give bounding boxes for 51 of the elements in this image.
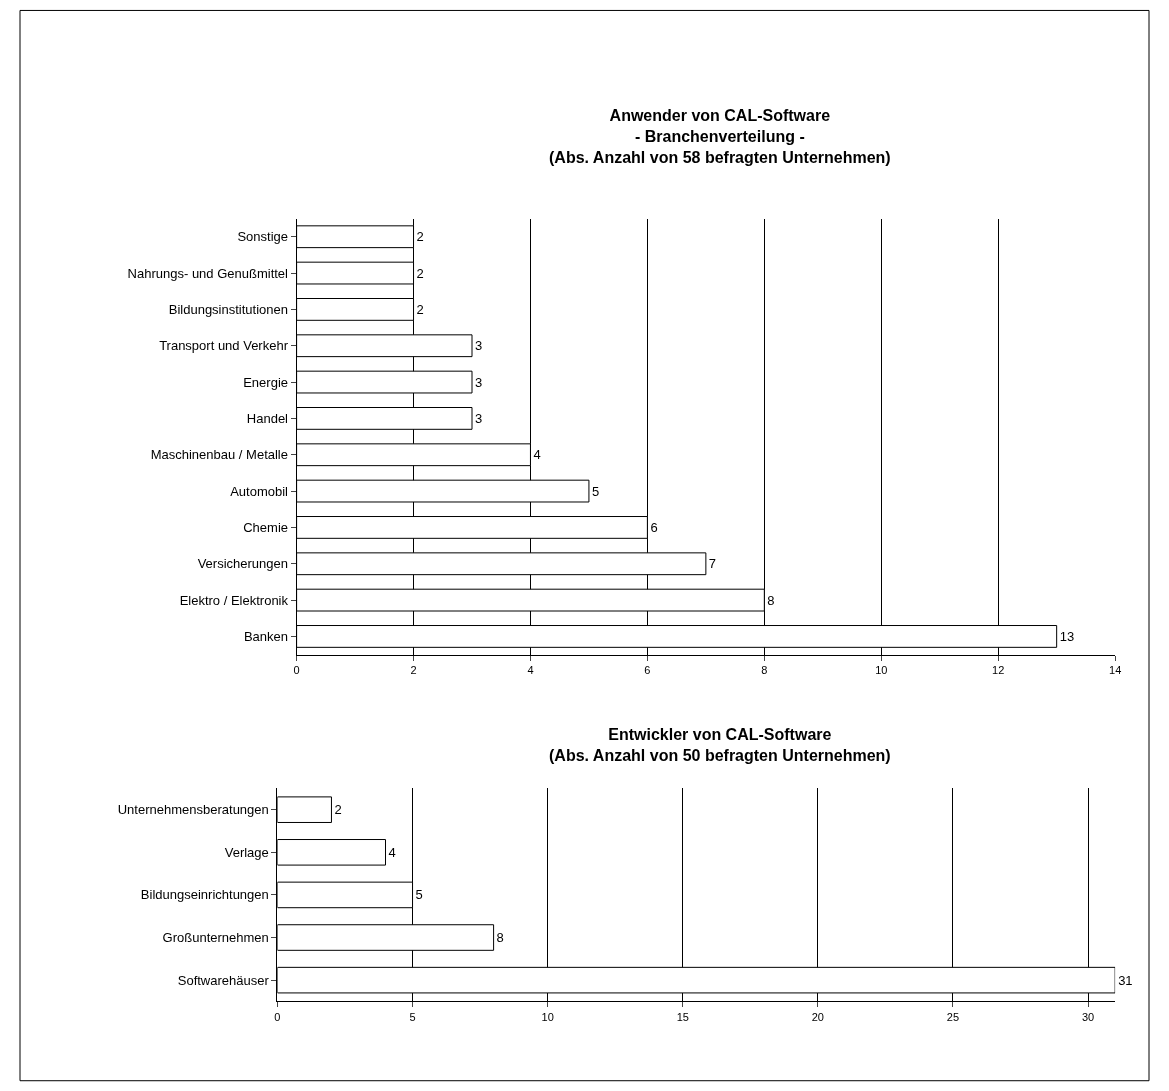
x-tick-label: 12 — [992, 663, 1005, 676]
chart-title: Anwender von CAL-Software - Branchenverteilung - (Abs. Anzahl von 58 befragten Unternehmen) — [549, 107, 891, 166]
y-tick-label: Chemie — [243, 519, 289, 535]
data-label: 7 — [708, 556, 717, 572]
y-tick-label: Verlage — [224, 844, 269, 860]
y-tick-label: Versicherungen — [197, 556, 289, 572]
data-label: 2 — [416, 229, 424, 245]
y-tick-label: Maschinenbau / Metalle — [150, 447, 289, 463]
y-tick-label: Nahrungs- und Genußmittel — [127, 265, 289, 281]
y-tick-label: Energie — [243, 374, 289, 390]
x-tick-label: 0 — [293, 663, 300, 676]
data-label: 6 — [650, 519, 658, 535]
y-tick-label: Banken — [243, 628, 289, 644]
x-tick-label: 5 — [409, 1010, 416, 1023]
x-tick-label: 4 — [527, 663, 534, 676]
data-label: 3 — [475, 410, 483, 426]
data-label: 2 — [416, 301, 424, 317]
y-tick-label: Softwarehäuser — [177, 972, 270, 988]
x-tick-label: 2 — [410, 663, 417, 676]
y-tick-label: Bildungseinrichtungen — [140, 887, 269, 903]
x-tick-label: 25 — [946, 1010, 960, 1023]
y-tick-label: Elektro / Elektronik — [179, 592, 289, 608]
y-tick-label: Sonstige — [237, 229, 289, 245]
data-label: 3 — [475, 374, 483, 390]
data-label: 4 — [533, 447, 541, 463]
y-tick-label: Transport und Verkehr — [159, 338, 289, 354]
chart-title: Entwickler von CAL-Software (Abs. Anzahl von 50 befragten Unternehmen) — [549, 726, 891, 764]
x-tick-label: 10 — [875, 663, 888, 676]
data-label: 2 — [334, 802, 342, 818]
data-label: 3 — [475, 338, 483, 354]
x-tick-label: 0 — [274, 1010, 281, 1023]
x-tick-label: 20 — [811, 1010, 824, 1023]
x-tick-label: 8 — [761, 663, 768, 676]
data-label: 4 — [388, 844, 396, 860]
y-tick-label: Automobil — [230, 483, 289, 499]
data-label: 13 — [1059, 628, 1075, 644]
data-label: 5 — [415, 887, 423, 903]
y-tick-label: Unternehmensberatungen — [117, 802, 269, 818]
y-tick-label: Bildungsinstitutionen — [168, 301, 289, 317]
y-tick-label: Großunternehmen — [162, 930, 269, 946]
data-label: 31 — [1118, 972, 1133, 988]
data-label: 8 — [496, 930, 504, 946]
x-tick-label: 14 — [1109, 663, 1122, 676]
x-tick-label: 30 — [1081, 1010, 1095, 1023]
x-tick-label: 6 — [644, 663, 651, 676]
data-label: 8 — [767, 592, 775, 608]
x-tick-label: 10 — [541, 1010, 554, 1023]
x-tick-label: 15 — [676, 1010, 689, 1023]
y-tick-label: Handel — [246, 410, 289, 426]
data-label: 2 — [416, 265, 424, 281]
data-label: 5 — [591, 483, 600, 499]
